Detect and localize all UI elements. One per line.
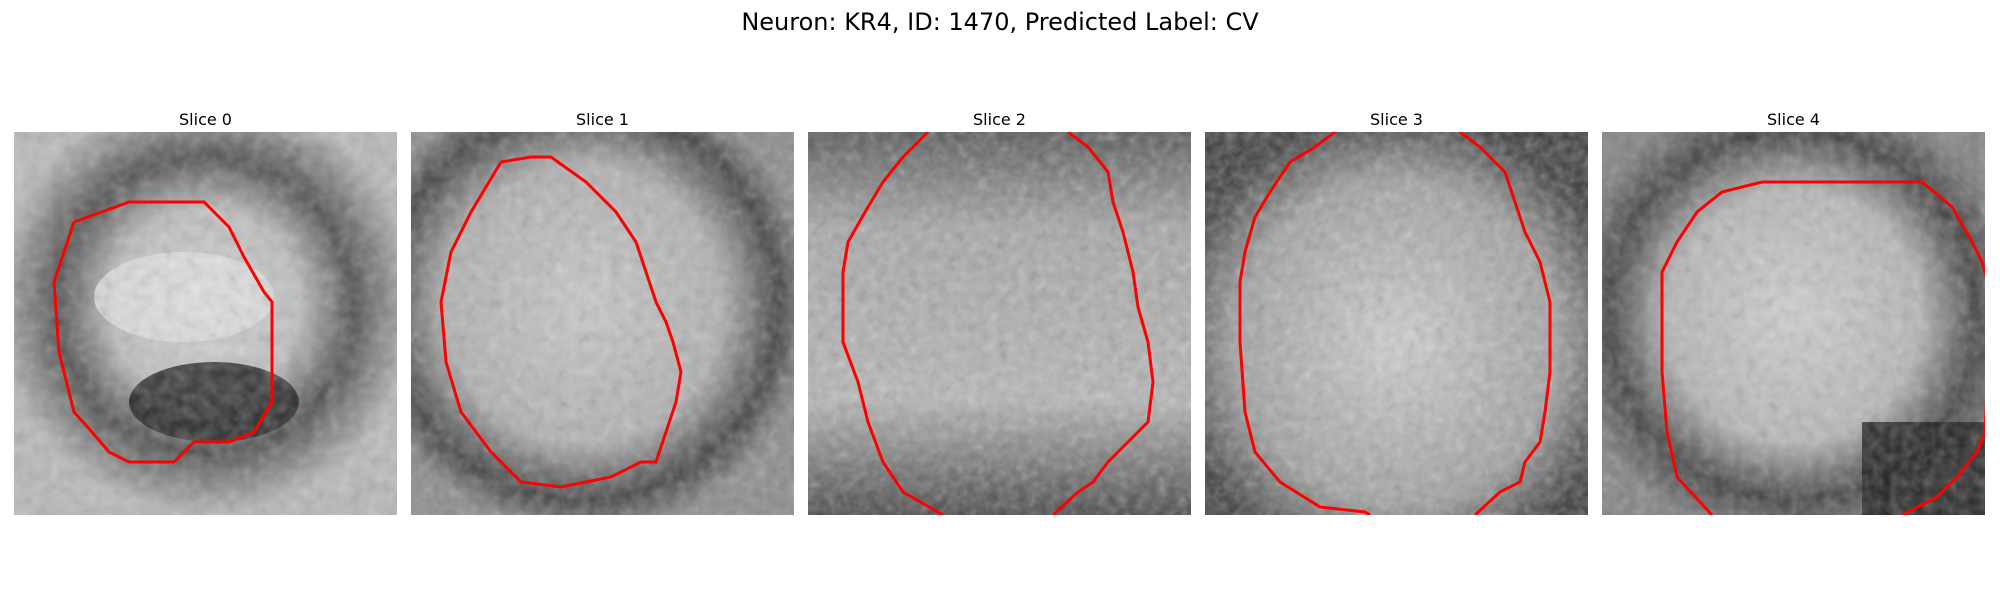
contour-4-main xyxy=(1660,180,1985,515)
slice-svg-0 xyxy=(14,132,397,515)
slice-svg-3 xyxy=(1205,132,1588,515)
slice-image-0 xyxy=(14,132,397,515)
figure-title: Neuron: KR4, ID: 1470, Predicted Label: … xyxy=(741,8,1259,36)
contour-0 xyxy=(52,200,274,464)
slice-svg-1 xyxy=(411,132,794,515)
slice-panel-1: Slice 1 xyxy=(411,108,794,515)
slice-title-3: Slice 3 xyxy=(1370,110,1423,129)
slice-image-3 xyxy=(1205,132,1588,515)
slice-title-0: Slice 0 xyxy=(179,110,232,129)
slice-panel-4: Slice 4 xyxy=(1602,108,1985,515)
slice-image-1 xyxy=(411,132,794,515)
slice-noise-3 xyxy=(1205,132,1588,515)
slice-title-2: Slice 2 xyxy=(973,110,1026,129)
contour-2-right xyxy=(1051,132,1155,515)
contour-1 xyxy=(439,155,683,489)
slice-panel-3: Slice 3 xyxy=(1205,108,1588,515)
slice-title-4: Slice 4 xyxy=(1767,110,1820,129)
slice-image-2 xyxy=(808,132,1191,515)
contour-3-left xyxy=(1238,132,1371,515)
slice-svg-2 xyxy=(808,132,1191,515)
slice-noise-0 xyxy=(14,132,397,515)
slice-title-1: Slice 1 xyxy=(576,110,629,129)
contour-3-right xyxy=(1459,132,1552,515)
contour-4-right xyxy=(1901,272,1985,515)
slice-panel-0: Slice 0 xyxy=(14,108,397,515)
slice-noise-2 xyxy=(808,132,1191,515)
slice-svg-4 xyxy=(1602,132,1985,515)
contour-2-left xyxy=(841,132,944,515)
slice-image-4 xyxy=(1602,132,1985,515)
slice-panel-2: Slice 2 xyxy=(808,108,1191,515)
slice-noise-4 xyxy=(1602,132,1985,515)
slice-noise-1 xyxy=(411,132,794,515)
